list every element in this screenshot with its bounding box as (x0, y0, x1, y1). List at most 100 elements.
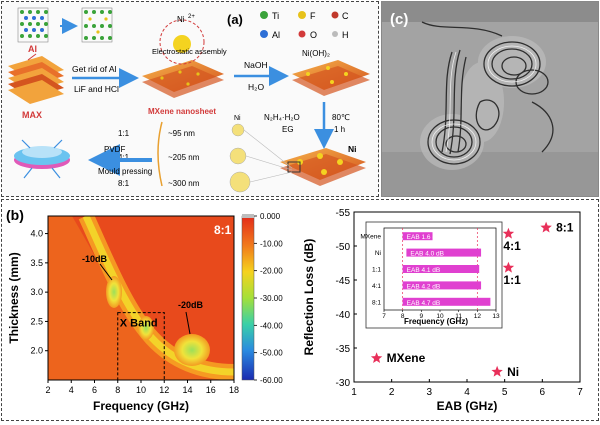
inset-x-tick: 9 (420, 313, 424, 320)
heatmap-dip-20db (174, 334, 210, 366)
scatter-y-tick: -55 (336, 208, 351, 219)
ni-small-label: Ni (234, 115, 241, 122)
inset-bar-label: EAB 4.7 dB (407, 300, 441, 307)
panel-c-tem-image: (c) (381, 1, 599, 197)
scatter-x-tick: 5 (502, 387, 508, 398)
heatmap-reflection-loss: 8:1 -10dB -20dB X Band 2 4 6 8 10 12 14 16 18 2.… (7, 215, 239, 413)
scatter-x-label: EAB (GHz) (437, 399, 498, 413)
inset-bar-1-1 (402, 265, 480, 273)
inset-category-label: MXene (360, 234, 381, 241)
ni-mxene-sheet: Ni (280, 144, 366, 186)
scatter-point-label: MXene (387, 351, 426, 365)
heatmap-y-tick: 3.5 (30, 258, 43, 268)
scatter-x-tick: 3 (427, 387, 433, 398)
ratio-3-size: ~300 nm (168, 179, 200, 188)
panel-a-label: (a) (227, 12, 243, 27)
heatmap-x-ticks: 2 4 6 8 10 12 14 16 18 (45, 380, 239, 395)
scatter-point-label: 1:1 (503, 273, 521, 287)
scatter-x-tick: 2 (389, 387, 395, 398)
inset-bar-8-1 (402, 297, 491, 306)
scatter-x-tick: 7 (577, 387, 583, 398)
step-reduction-arrow: N₂H₄·H₂O 80℃ EG 1 h (264, 102, 350, 149)
heatmap-x-tick: 14 (182, 385, 192, 395)
scatter-y-tick: -45 (336, 276, 351, 287)
ratio-1-label: 1:1 (118, 129, 130, 138)
heatmap-dip-10db (106, 276, 122, 308)
max-crystal-structures (17, 7, 113, 43)
scatter-point-4-1 (502, 227, 515, 239)
legend-o: O (310, 30, 317, 40)
heatmap-x-tick: 8 (115, 385, 120, 395)
step1-bottom-label: LiF and HCl (74, 84, 119, 94)
colorbar-tick: -20.00 (260, 267, 283, 276)
step-naoh-arrow: NaOH H₂O (234, 60, 289, 92)
panel-b-svg: (b) 8:1 -10dB -20dB X Band 2 4 6 8 10 12 14 16 1… (6, 207, 583, 413)
time-label: 1 h (334, 125, 345, 134)
schematic-svg: Ti F C Al O H (a) (8, 7, 370, 193)
x-band-label: X Band (120, 318, 158, 330)
inset-bar-label: EAB 4.1 dB (407, 267, 441, 274)
panel-a-schematic: Ti F C Al O H (a) (1, 1, 379, 197)
scatter-y-tick: -50 (336, 242, 351, 253)
scatter-point-label: 8:1 (556, 221, 574, 235)
max-layered-block: Al MAX (8, 44, 64, 120)
scatter-x-tick: 4 (464, 387, 470, 398)
scatter-point-ni (491, 365, 503, 377)
scatter-x-tick: 6 (540, 387, 546, 398)
n2h4-label: N₂H₄·H₂O (264, 113, 300, 122)
legend-c: C (342, 11, 349, 21)
h2o-label: H₂O (248, 82, 264, 92)
heatmap-x-tick: 18 (229, 385, 239, 395)
heatmap-x-tick: 6 (92, 385, 97, 395)
heatmap-y-tick: 4.0 (30, 229, 43, 239)
mxene-label: MXene nanosheet (148, 107, 216, 116)
tem-micrograph: (c) (382, 2, 598, 196)
inset-x-tick: 10 (436, 313, 444, 320)
colorbar-tick: -30.00 (260, 294, 283, 303)
ratio-size-list: 1:1 ~95 nm 4:1 ~205 nm 8:1 ~300 nm Ni (118, 115, 293, 193)
colorbar-tick: -50.00 (260, 349, 283, 358)
eg-label: EG (282, 125, 294, 134)
nioh2-label: Ni(OH)₂ (302, 49, 330, 58)
scatter-y-ticks: -30 -35 -40 -45 -50 -55 (336, 208, 357, 389)
inset-bar-ni (406, 248, 482, 257)
heatmap-y-label: Thickness (mm) (7, 252, 21, 343)
inset-bar-mxene (402, 232, 433, 241)
inset-x-label: Frequency (GHz) (404, 317, 468, 326)
inset-x-tick: 8 (401, 313, 405, 320)
heatmap-y-tick: 2.5 (30, 316, 43, 326)
inset-category-label: Ni (375, 250, 381, 257)
heatmap-x-tick: 2 (45, 385, 50, 395)
heatmap-ratio-label: 8:1 (214, 223, 232, 237)
inset-x-tick: 11 (455, 313, 462, 320)
legend-al: Al (272, 30, 280, 40)
inset-bar-label: EAB 1.6 dB (407, 234, 441, 241)
ratio-3-label: 8:1 (118, 179, 130, 188)
scatter-y-tick: -35 (336, 344, 351, 355)
inset-eab-bars: EAB 1.6 dB MXene EAB 4.0 dB Ni EAB 4.1 dB 1:1… (360, 221, 503, 329)
heatmap-x-tick: 16 (206, 385, 216, 395)
scatter-y-tick: -40 (336, 310, 351, 321)
mould-pressing: PVDF Mould pressing (14, 139, 152, 179)
electrostatic-label: Electrostatic assembly (152, 47, 227, 56)
scatter-point-8-1 (540, 221, 552, 233)
inset-x-tick: 7 (382, 313, 386, 320)
annotation-20db: -20dB (178, 300, 204, 310)
nioh2-sheet: Ni(OH)₂ (292, 49, 370, 96)
al-label: Al (28, 44, 37, 54)
scatter-point-label: Ni (507, 365, 519, 379)
inset-x-tick: 13 (492, 313, 500, 320)
ni-ion-label: Ni (177, 15, 185, 24)
legend-ti: Ti (272, 11, 279, 21)
scatter-y-tick: -30 (336, 378, 351, 389)
inset-x-tick: 12 (474, 313, 482, 320)
scatter-points: MXene Ni 1:1 4:1 8:1 (370, 221, 574, 379)
ratio-1-size: ~95 nm (168, 129, 195, 138)
annotation-10db: -10dB (82, 254, 108, 264)
colorbar-tick: -60.00 (260, 376, 283, 385)
atom-legend: Ti F C Al O H (260, 11, 349, 40)
mxene-nanosheet: MXene nanosheet Ni 2+ Electrostatic asse… (142, 14, 227, 116)
inset-bar-label: EAB 4.2 dB (407, 283, 441, 290)
inset-category-label: 4:1 (372, 283, 381, 290)
scatter-point-1-1 (502, 261, 515, 273)
